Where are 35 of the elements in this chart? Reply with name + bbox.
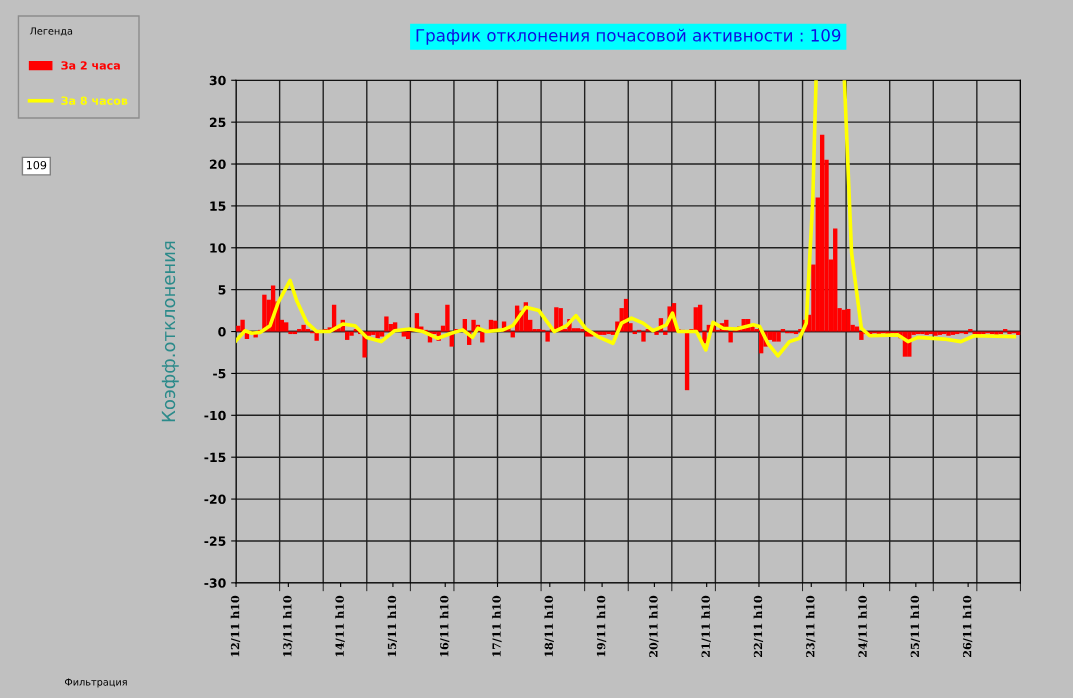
x-tick-label: 25/11 h10 bbox=[910, 595, 920, 657]
x-tick-label: 20/11 h10 bbox=[649, 595, 659, 657]
y-tick-label: 0 bbox=[218, 327, 226, 337]
x-tick-label: 16/11 h10 bbox=[439, 595, 450, 657]
x-tick-label: 19/11 h10 bbox=[596, 595, 607, 657]
text: Фильтрация bbox=[64, 678, 127, 688]
x-tick-label: 24/11 h10 bbox=[858, 595, 868, 657]
x-tick-label: 13/11 h10 bbox=[282, 595, 293, 657]
legend-title: Легенда bbox=[29, 27, 73, 36]
y-tick-label: 20 bbox=[209, 159, 226, 169]
x-tick-label: 12/11 h10 bbox=[230, 595, 241, 657]
y-tick-label: -20 bbox=[204, 494, 226, 504]
x-tick-label: 17/11 h10 bbox=[492, 595, 502, 657]
legend-label: За 2 часа bbox=[61, 61, 120, 70]
y-tick-label: 25 bbox=[209, 117, 226, 128]
x-tick-label: 14/11 h10 bbox=[335, 595, 345, 657]
chart-title: График отклонения почасовой активности : 109 bbox=[416, 28, 841, 45]
y-tick-label: 15 bbox=[210, 201, 226, 211]
y-tick-label: 30 bbox=[209, 75, 226, 86]
y-tick-label: -5 bbox=[213, 369, 226, 379]
text: 109 bbox=[26, 160, 47, 170]
y-tick-label: -15 bbox=[204, 452, 226, 463]
x-tick-label: 26/11 h10 bbox=[962, 595, 973, 657]
x-tick-label: 23/11 h10 bbox=[805, 595, 816, 657]
legend-label: За 8 часов bbox=[61, 96, 128, 105]
x-tick-label: 15/11 h10 bbox=[387, 595, 398, 657]
y-tick-label: 10 bbox=[210, 243, 226, 253]
y-tick-label: 5 bbox=[218, 285, 226, 295]
y-axis-title: Коэфф.отклонения bbox=[161, 241, 179, 422]
y-tick-label: -25 bbox=[204, 536, 226, 546]
x-tick-label: 21/11 h10 bbox=[701, 595, 711, 657]
x-tick-label: 18/11 h10 bbox=[544, 595, 554, 657]
y-tick-label: -10 bbox=[204, 410, 226, 421]
y-tick-label: -30 bbox=[204, 578, 226, 588]
x-tick-label: 22/11 h10 bbox=[753, 595, 764, 657]
